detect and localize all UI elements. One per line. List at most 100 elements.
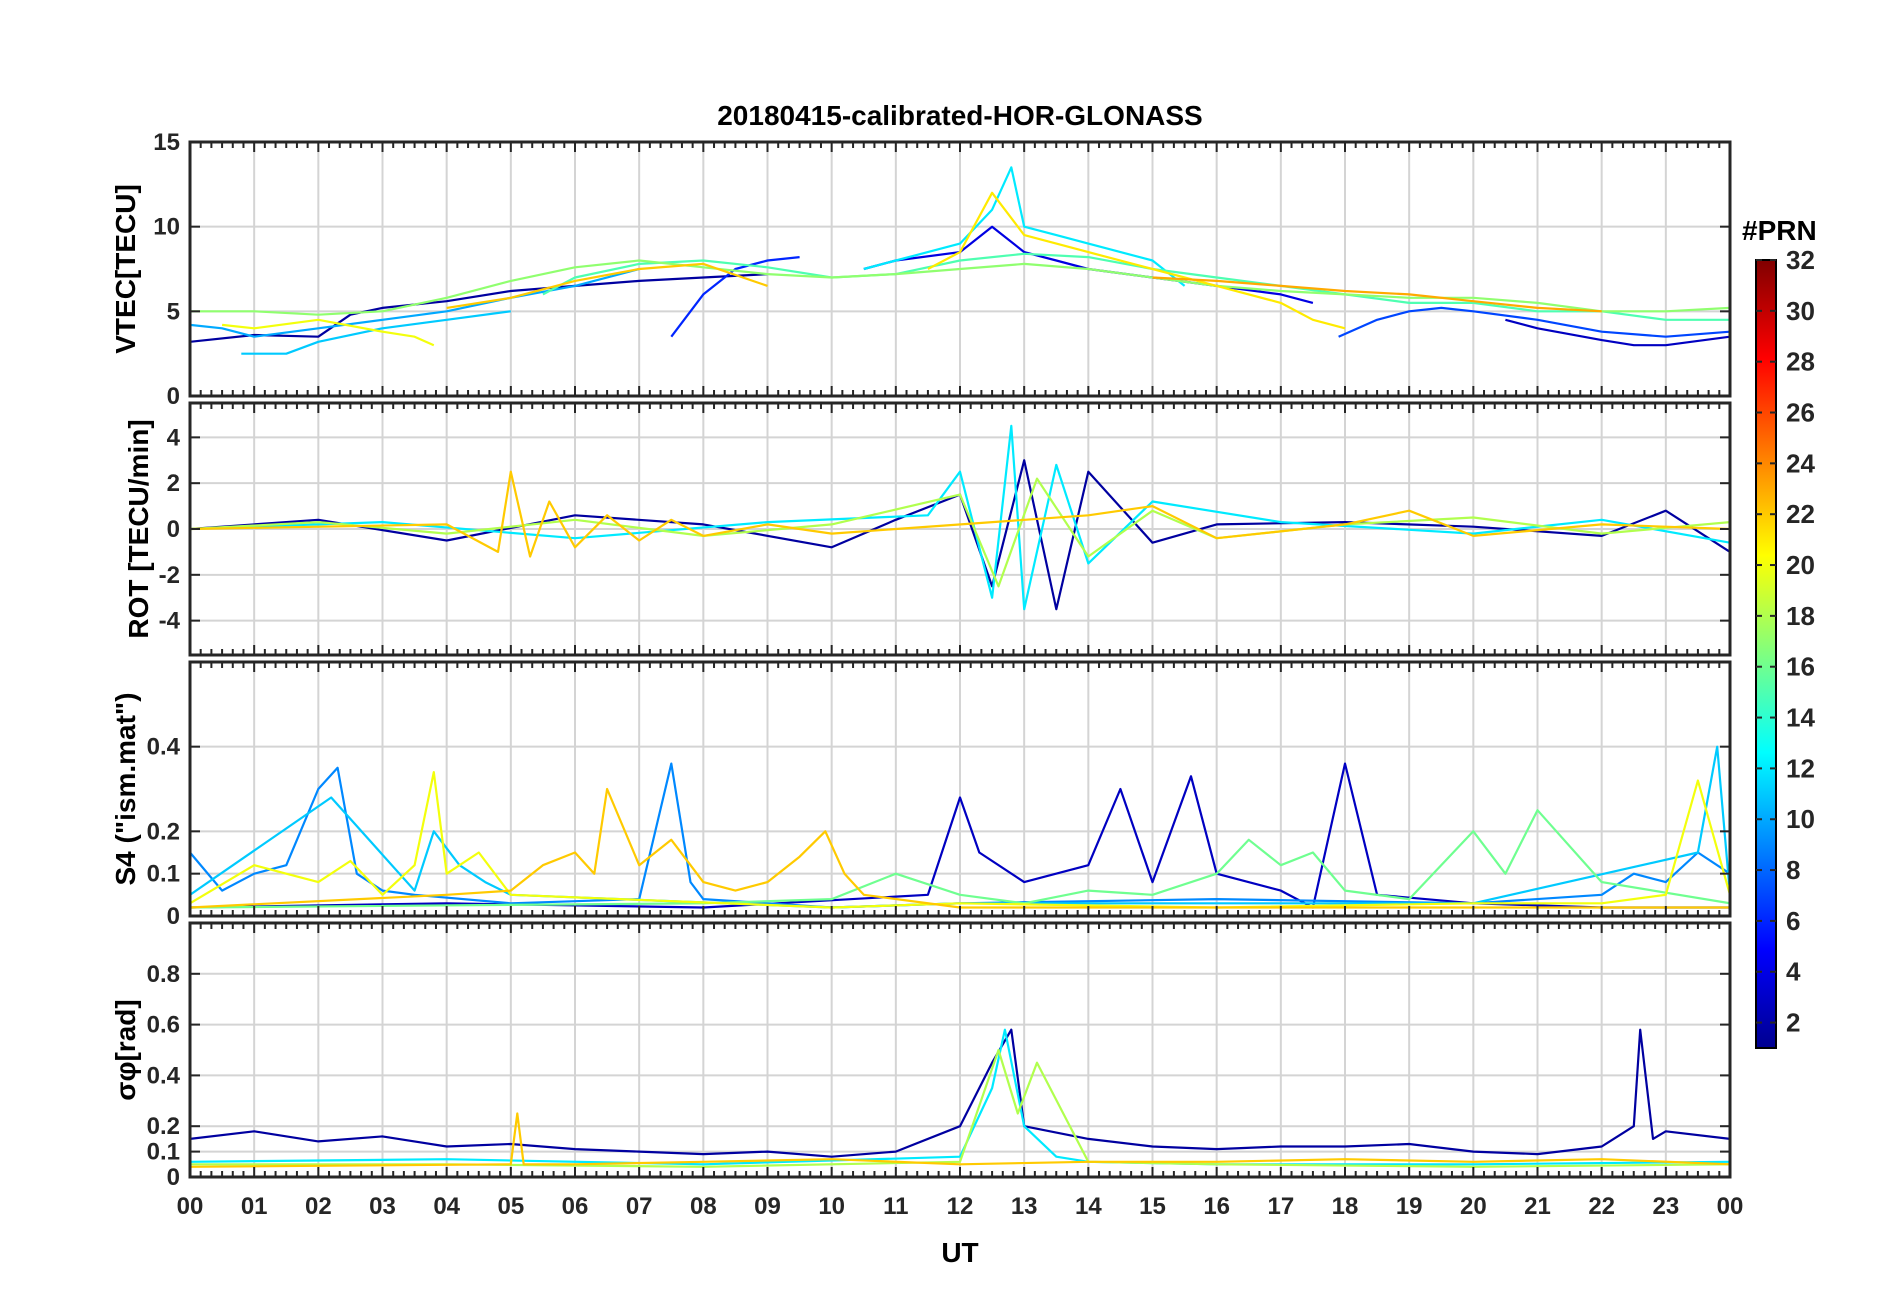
x-tick-label: 17: [1267, 1193, 1294, 1220]
colorbar-tick-label: 26: [1786, 398, 1815, 428]
colorbar-tick-label: 18: [1786, 601, 1815, 631]
x-tick-label: 19: [1396, 1193, 1423, 1220]
series-line-prn-20: [221, 318, 435, 347]
series-line-prn-2: [190, 273, 768, 343]
y-tick-label: 0: [167, 903, 180, 930]
y-tick-label: 10: [153, 214, 180, 241]
series-line-prn-12: [190, 424, 1730, 611]
colorbar-tick-label: 30: [1786, 296, 1815, 326]
x-tick-label: 23: [1652, 1193, 1679, 1220]
series-line-prn-16: [190, 809, 1730, 909]
x-tick-label: 22: [1588, 1193, 1615, 1220]
x-tick-label: 04: [433, 1193, 460, 1220]
x-tick-label: 09: [754, 1193, 781, 1220]
series-line-prn-22: [190, 1112, 1730, 1168]
y-tick-label: 0.2: [147, 1113, 180, 1140]
series-line-prn-21: [927, 191, 1346, 330]
x-tick-label: 13: [1011, 1193, 1038, 1220]
series-group: [190, 166, 1730, 355]
y-axis-label-sigma_phi: σφ[rad]: [110, 999, 141, 1100]
y-axis-label-vtec: VTEC[TECU]: [110, 184, 141, 354]
colorbar-gradient: [1755, 259, 1777, 1049]
y-tick-label: 4: [167, 424, 181, 451]
x-tick-label: 00: [177, 1193, 204, 1220]
panel-s4: 0 0.1 0.2 0.4S4 ("ism.mat"): [110, 660, 1732, 930]
x-tick-label: 20: [1460, 1193, 1487, 1220]
y-tick-label: 0: [167, 516, 180, 543]
x-tick-label: 15: [1139, 1193, 1166, 1220]
y-tick-label: 15: [153, 129, 180, 156]
series-line-prn-22: [190, 470, 1730, 558]
series-line-prn-7: [1338, 306, 1730, 338]
x-tick-label: 10: [818, 1193, 845, 1220]
x-tick-labels: 00 01 02 03 04 05 06 07 08 09 10 11 12 13 14 15 16 17 18 19…: [177, 1193, 1744, 1220]
series-line-prn-12: [863, 166, 1186, 287]
colorbar-tick-label: 2: [1786, 1008, 1800, 1038]
colorbar-tick-label: 28: [1786, 347, 1815, 377]
series-line-prn-20: [190, 770, 1730, 909]
colorbar-tick-label: 14: [1786, 703, 1815, 733]
colorbar-tick-label: 16: [1786, 652, 1815, 682]
series-line-prn-2: [190, 459, 1730, 611]
y-tick-label: 0.2: [147, 818, 180, 845]
colorbar-tick-label: 4: [1786, 957, 1801, 987]
y-tick-label: 2: [167, 470, 180, 497]
y-tick-label: 0.4: [147, 1062, 181, 1089]
y-tick-label: 0.1: [147, 1139, 180, 1166]
colorbar-tick-label: 12: [1786, 753, 1815, 783]
series-line-prn-18: [190, 1048, 1730, 1168]
series-line-prn-17: [190, 259, 1730, 316]
series-group: [190, 745, 1730, 909]
y-tick-label: 0.1: [147, 861, 180, 888]
series-group: [190, 424, 1730, 611]
x-tick-label: 00: [1717, 1193, 1744, 1220]
colorbar-tick-label: 32: [1786, 245, 1815, 275]
series-line-prn-2: [190, 1028, 1730, 1158]
panel-frame: [188, 140, 1732, 398]
x-tick-label: 14: [1075, 1193, 1102, 1220]
y-tick-label: 0.8: [147, 961, 180, 988]
y-tick-label: 0.4: [147, 734, 181, 761]
y-tick-label: 0.6: [147, 1012, 180, 1039]
colorbar-label: #PRN: [1742, 215, 1817, 246]
y-tick-label: 5: [167, 298, 180, 325]
x-tick-label: 16: [1203, 1193, 1230, 1220]
x-tick-label: 21: [1524, 1193, 1551, 1220]
x-tick-label: 05: [497, 1193, 524, 1220]
y-tick-label: 0: [167, 383, 180, 410]
x-tick-label: 11: [883, 1193, 908, 1220]
x-tick-label: 12: [947, 1193, 974, 1220]
x-tick-label: 18: [1332, 1193, 1359, 1220]
x-axis-label: UT: [941, 1237, 978, 1268]
y-axis-label-s4: S4 ("ism.mat"): [110, 692, 141, 885]
series-line-prn-15: [542, 252, 1730, 321]
series-line-prn-6: [670, 256, 800, 338]
chart-title: 20180415-calibrated-HOR-GLONASS: [717, 100, 1203, 131]
x-tick-label: 07: [626, 1193, 653, 1220]
colorbar-tick-label: 6: [1786, 906, 1800, 936]
x-tick-label: 06: [562, 1193, 589, 1220]
series-group: [190, 1028, 1730, 1168]
y-tick-label: -2: [159, 562, 180, 589]
series-line-prn-11: [241, 310, 511, 355]
series-line-prn-18: [190, 477, 1730, 588]
panel-vtec: 0 5 10 15 VTEC[TECU]: [110, 129, 1732, 410]
x-tick-label: 01: [241, 1193, 268, 1220]
x-tick-label: 02: [305, 1193, 332, 1220]
y-axis-label-rot: ROT [TECU/min]: [123, 419, 154, 638]
colorbar-tick-label: 8: [1786, 855, 1800, 885]
series-line-prn-3: [1505, 318, 1730, 347]
series-line-prn-4: [863, 225, 1314, 304]
series-line-prn-23: [1152, 276, 1602, 313]
x-tick-label: 08: [690, 1193, 717, 1220]
panel-frame: [188, 660, 1732, 918]
colorbar-tick-label: 20: [1786, 550, 1815, 580]
panel-sigma_phi: 00.10.2 0.4 0.6 0.8σφ[rad]: [110, 921, 1732, 1191]
colorbar-tick-label: 22: [1786, 499, 1815, 529]
panel-rot: -4 -2 0 2 4 ROT [TECU/min]: [123, 401, 1732, 657]
series-line-prn-22: [190, 787, 1730, 909]
panel-frame: [188, 921, 1732, 1179]
